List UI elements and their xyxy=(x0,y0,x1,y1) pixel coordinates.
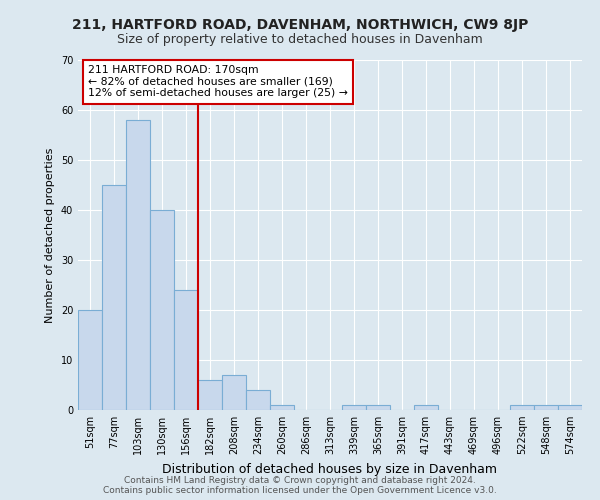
Bar xyxy=(342,405,366,410)
Bar xyxy=(174,290,198,410)
Text: 211 HARTFORD ROAD: 170sqm
← 82% of detached houses are smaller (169)
12% of semi: 211 HARTFORD ROAD: 170sqm ← 82% of detac… xyxy=(88,66,348,98)
Bar xyxy=(510,405,534,410)
Y-axis label: Number of detached properties: Number of detached properties xyxy=(45,148,55,322)
Text: 211, HARTFORD ROAD, DAVENHAM, NORTHWICH, CW9 8JP: 211, HARTFORD ROAD, DAVENHAM, NORTHWICH,… xyxy=(72,18,528,32)
Bar xyxy=(558,405,582,410)
Text: Contains HM Land Registry data © Crown copyright and database right 2024.: Contains HM Land Registry data © Crown c… xyxy=(124,476,476,485)
Text: Size of property relative to detached houses in Davenham: Size of property relative to detached ho… xyxy=(117,32,483,46)
Bar xyxy=(78,310,102,410)
Bar xyxy=(534,405,558,410)
X-axis label: Distribution of detached houses by size in Davenham: Distribution of detached houses by size … xyxy=(163,462,497,475)
Bar xyxy=(414,405,438,410)
Bar xyxy=(270,405,294,410)
Bar xyxy=(198,380,222,410)
Bar xyxy=(150,210,174,410)
Text: Contains public sector information licensed under the Open Government Licence v3: Contains public sector information licen… xyxy=(103,486,497,495)
Bar xyxy=(366,405,390,410)
Bar xyxy=(246,390,270,410)
Bar xyxy=(102,185,126,410)
Bar xyxy=(126,120,150,410)
Bar xyxy=(222,375,246,410)
